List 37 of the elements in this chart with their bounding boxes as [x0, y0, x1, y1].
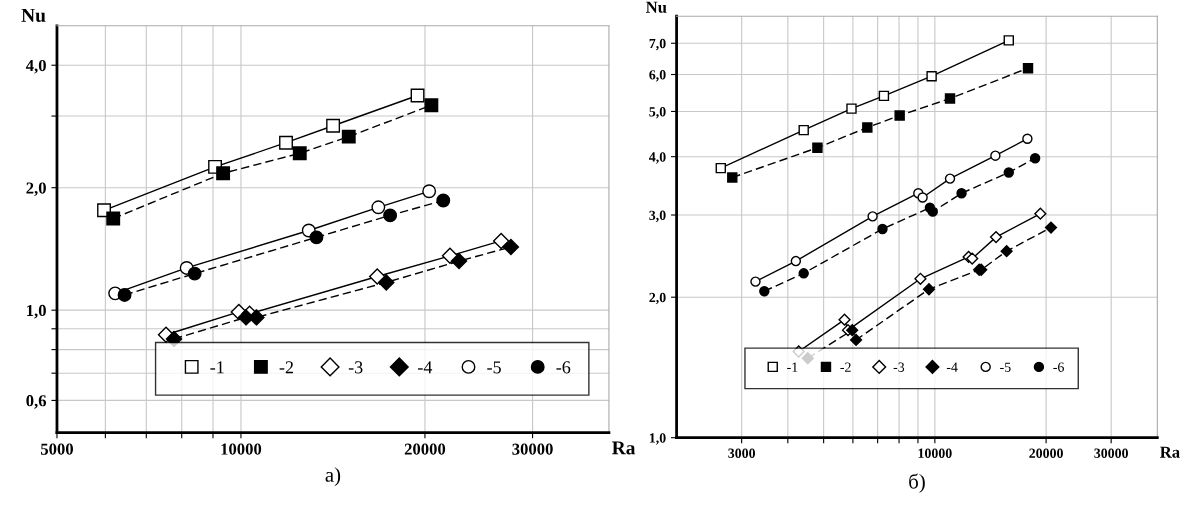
y-tick-label: 3,0 — [649, 210, 666, 222]
y-tick-label: 4,0 — [25, 59, 46, 74]
x-tick-label: 10000 — [918, 448, 952, 458]
legend-label: -2 — [279, 361, 293, 374]
x-tick-label: 20000 — [404, 443, 446, 455]
legend-label: -3 — [348, 361, 363, 374]
y-tick-label: 1,0 — [649, 433, 666, 445]
legend-label: -4 — [946, 362, 958, 372]
x-tick-label: 10000 — [221, 443, 262, 455]
y-tick-label: 7,0 — [649, 38, 666, 51]
legend-label: -1 — [787, 362, 798, 372]
x-tick-label: 3000 — [728, 448, 756, 458]
legend-label: -5 — [487, 361, 501, 374]
y-tick-label: 1,0 — [27, 304, 46, 319]
legend-label: -2 — [840, 362, 851, 372]
legend-label: -5 — [1000, 362, 1011, 372]
x-tick-label: 30000 — [512, 443, 553, 455]
legend-label: -3 — [893, 362, 905, 372]
y-tick-label: 4,0 — [649, 152, 666, 164]
y-tick-label: 6,0 — [649, 70, 666, 82]
legend-label: -6 — [1053, 362, 1064, 372]
x-axis-title: Ra — [612, 441, 636, 455]
text: a) — [325, 467, 341, 487]
x-tick-label: 30000 — [1094, 448, 1128, 458]
x-tick-label: 20000 — [1029, 448, 1063, 458]
legend-label: -1 — [210, 361, 224, 374]
legend-label: -4 — [418, 361, 433, 374]
y-axis-title: Nu — [645, 1, 667, 13]
y-axis-title: Nu — [21, 8, 46, 22]
y-tick-label: 2,0 — [26, 182, 46, 197]
x-axis-title: Ra — [1160, 446, 1180, 458]
y-tick-label: 0,6 — [26, 395, 47, 409]
y-tick-label: 5,0 — [649, 107, 666, 119]
legend-label: -6 — [556, 361, 571, 374]
y-tick-label: 2,0 — [649, 292, 666, 305]
text: б) — [909, 473, 925, 493]
x-tick-label: 5000 — [40, 443, 74, 455]
